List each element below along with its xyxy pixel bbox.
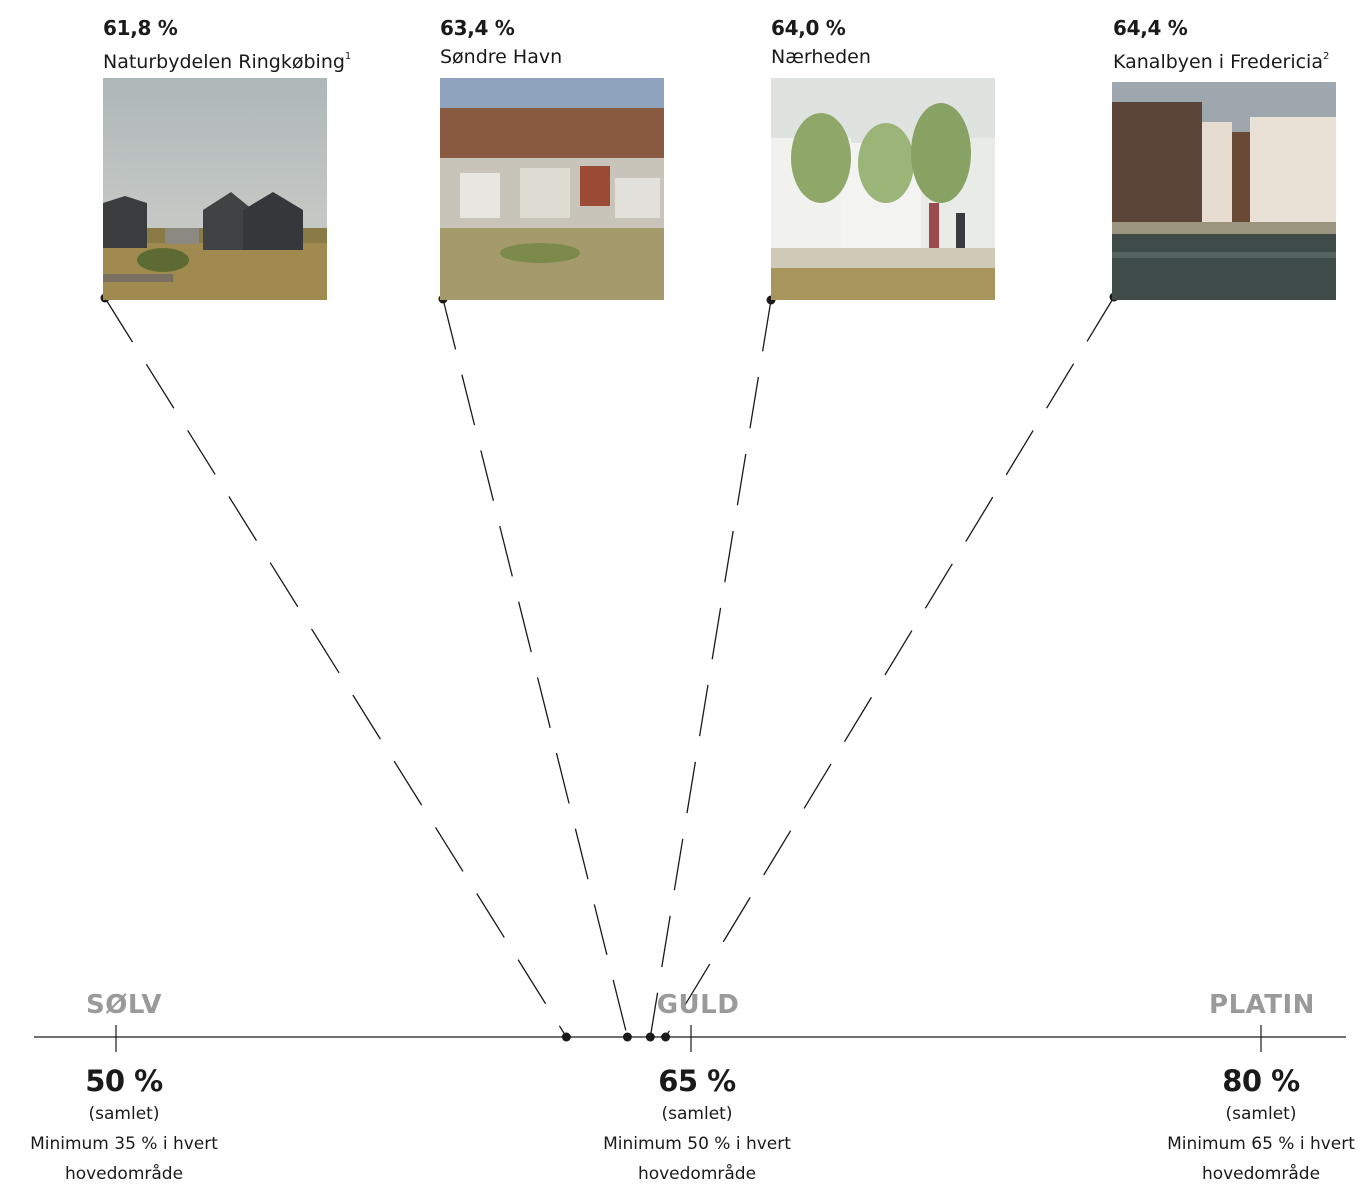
project-name: Kanalbyen i Fredericia2 (1113, 42, 1329, 77)
level-note-line2: hovedområde (64, 1164, 184, 1184)
dune-houses-photo (103, 78, 327, 300)
project-name-text: Naturbydelen Ringkøbing (103, 51, 345, 73)
project-name-text: Nærheden (771, 46, 871, 68)
level-note-line1: Minimum 35 % i hvert (30, 1134, 218, 1154)
project-name: Naturbydelen Ringkøbing1 (103, 42, 351, 77)
project-kanalbyen: 64,4 % Kanalbyen i Fredericia2 (1113, 14, 1329, 77)
level-name-solv: SØLV (86, 990, 162, 1020)
level-note-line1: Minimum 65 % i hvert (1167, 1134, 1355, 1154)
level-sub: (samlet) (88, 1104, 160, 1124)
project-percent: 61,8 % (103, 16, 178, 40)
level-platin: 80 % (samlet) Minimum 65 % i hvert hoved… (1146, 1062, 1364, 1189)
scale-value-dot (561, 1032, 571, 1042)
level-note-line1: Minimum 50 % i hvert (603, 1134, 791, 1154)
level-solv: 50 % (samlet) Minimum 35 % i hvert hoved… (9, 1062, 239, 1189)
level-sub: (samlet) (1225, 1104, 1297, 1124)
footnote-marker: 2 (1322, 51, 1330, 62)
connector-line (649, 299, 772, 1038)
canal-buildings-photo (1112, 82, 1336, 300)
project-sondre-havn: 63,4 % Søndre Havn (440, 14, 562, 72)
project-name-text: Søndre Havn (440, 46, 563, 68)
aerial-city-photo (440, 78, 664, 300)
level-sub: (samlet) (661, 1104, 733, 1124)
project-percent: 63,4 % (440, 16, 515, 40)
level-note-line2: hovedområde (1201, 1164, 1321, 1184)
scale-value-dot (645, 1032, 655, 1042)
project-percent: 64,0 % (771, 16, 846, 40)
level-note-line2: hovedområde (637, 1164, 757, 1184)
level-percent: 65 % (658, 1064, 736, 1098)
project-name: Søndre Havn (440, 42, 562, 72)
green-street-photo (771, 78, 995, 300)
project-name: Nærheden (771, 42, 871, 72)
level-name-guld: GULD (656, 990, 740, 1020)
scale-value-dot (661, 1032, 671, 1042)
scale-value-dot (622, 1032, 632, 1042)
footnote-marker: 1 (344, 51, 352, 62)
connector-line (442, 298, 629, 1038)
connector-line (104, 297, 567, 1038)
connector-line (665, 296, 1115, 1038)
project-percent: 64,4 % (1113, 16, 1188, 40)
level-percent: 50 % (85, 1064, 163, 1098)
project-naturbydelen: 61,8 % Naturbydelen Ringkøbing1 (103, 14, 351, 77)
level-name-platin: PLATIN (1209, 990, 1315, 1020)
project-naerheden: 64,0 % Nærheden (771, 14, 871, 72)
level-guld: 65 % (samlet) Minimum 50 % i hvert hoved… (582, 1062, 812, 1189)
project-name-text: Kanalbyen i Fredericia (1113, 51, 1323, 73)
level-percent: 80 % (1222, 1064, 1300, 1098)
